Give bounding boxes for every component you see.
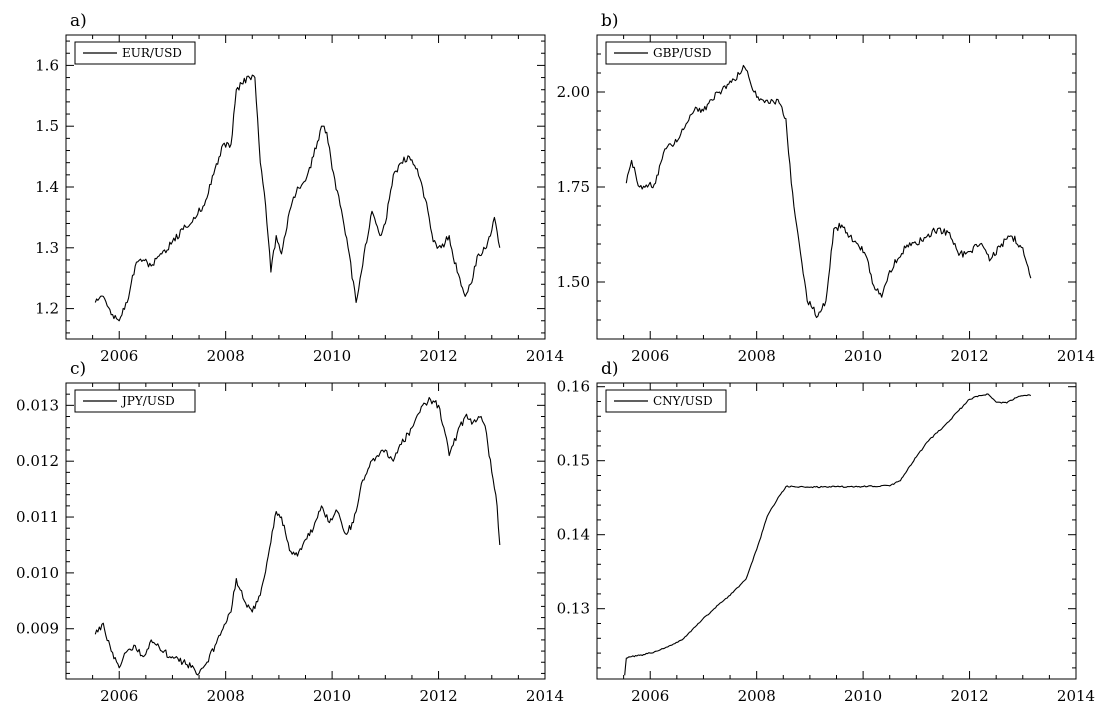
panel-label: d)	[601, 359, 619, 379]
x-tick-label: 2014	[526, 347, 564, 365]
y-tick-label: 1.4	[35, 178, 59, 196]
y-tick-label: 1.75	[557, 178, 590, 196]
y-tick-label: 1.5	[35, 117, 59, 135]
legend-label: JPY/USD	[120, 394, 175, 408]
legend-box	[605, 41, 727, 65]
x-tick-label: 2010	[313, 347, 351, 365]
x-tick-label: 2006	[631, 347, 669, 365]
plot-frame	[65, 382, 546, 680]
legend-label: CNY/USD	[653, 394, 713, 408]
x-tick-label: 2014	[1057, 687, 1095, 705]
y-tick-label: 1.2	[35, 300, 59, 318]
legend-box	[74, 41, 196, 65]
x-tick-label: 2014	[526, 687, 564, 705]
legend-label: GBP/USD	[653, 46, 711, 60]
x-tick-label: 2012	[419, 347, 457, 365]
panel-label: a)	[70, 11, 87, 31]
plot-frame	[596, 382, 1077, 680]
x-tick-label: 2010	[844, 347, 882, 365]
plot-frame	[596, 34, 1077, 340]
y-tick-label: 0.009	[16, 620, 59, 638]
panel-jpy-usd: c) 2006 2008 2010 2012 2014 0.009 0.010 0.011 0.0…	[16, 359, 564, 705]
series-line	[94, 396, 501, 676]
x-tick-label: 2012	[419, 687, 457, 705]
x-tick-label: 2008	[207, 687, 245, 705]
y-tick-label: 0.011	[16, 508, 59, 526]
y-tick-label: 0.16	[557, 378, 590, 396]
series-line	[625, 64, 1032, 319]
x-tick-label: 2012	[950, 347, 988, 365]
y-tick-label: 0.14	[557, 526, 590, 544]
panel-eur-usd: a) 2006 2008 2010 2012 2014 1.2 1.3 1.4 1.5 1.6 EUR…	[35, 11, 564, 365]
x-tick-label: 2010	[844, 687, 882, 705]
legend-box	[74, 389, 196, 413]
y-tick-label: 0.15	[557, 452, 590, 470]
x-tick-label: 2006	[631, 687, 669, 705]
panel-gbp-usd: b) 2006 2008 2010 2012 2014 1.50 1.75 2.00 GBP/US…	[557, 11, 1096, 365]
plot-frame	[65, 34, 546, 340]
panel-label: b)	[601, 11, 619, 31]
series-line	[94, 74, 501, 322]
x-tick-label: 2012	[950, 687, 988, 705]
x-tick-label: 2008	[738, 347, 776, 365]
y-tick-label: 1.3	[35, 239, 59, 257]
y-tick-label: 0.012	[16, 452, 59, 470]
series-line	[624, 393, 1032, 676]
x-tick-label: 2008	[738, 687, 776, 705]
y-tick-label: 1.6	[35, 56, 59, 74]
y-tick-label: 2.00	[557, 83, 590, 101]
y-tick-label: 0.013	[16, 396, 59, 414]
y-tick-label: 1.50	[557, 273, 590, 291]
x-tick-label: 2014	[1057, 347, 1095, 365]
legend-box	[605, 389, 727, 413]
y-tick-label: 0.010	[16, 564, 59, 582]
x-tick-label: 2008	[207, 347, 245, 365]
x-tick-label: 2006	[100, 687, 138, 705]
legend-label: EUR/USD	[122, 46, 182, 60]
panel-label: c)	[70, 359, 86, 379]
panel-cny-usd: d) 2006 2008 2010 2012 2014 0.13 0.14 0.15 0.16 CN…	[557, 359, 1096, 705]
y-tick-label: 0.13	[557, 600, 590, 618]
x-tick-label: 2010	[313, 687, 351, 705]
x-tick-label: 2006	[100, 347, 138, 365]
